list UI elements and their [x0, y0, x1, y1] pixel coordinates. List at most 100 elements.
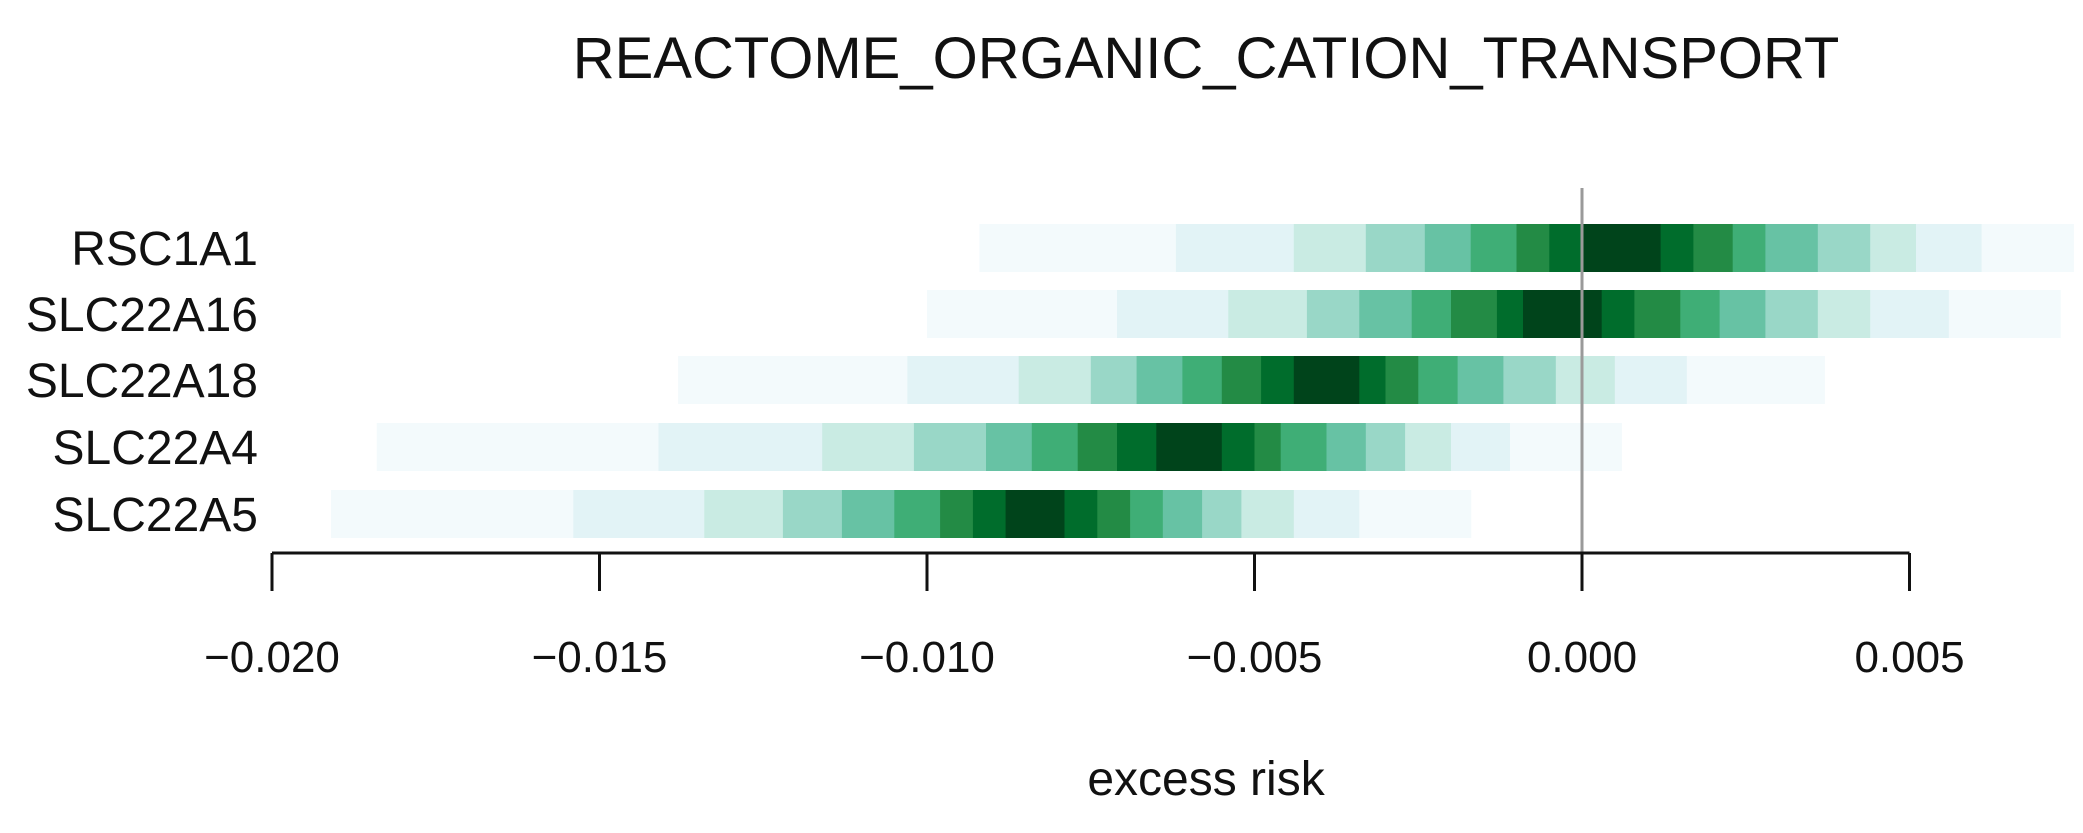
density-band — [1817, 224, 1871, 272]
density-band — [1614, 356, 1688, 404]
density-band — [1686, 356, 1825, 404]
density-band — [907, 356, 1020, 404]
x-axis-title: excess risk — [1087, 753, 1325, 806]
density-band — [1077, 423, 1118, 471]
density-band — [1293, 224, 1367, 272]
x-tick-label: 0.005 — [1854, 633, 1964, 682]
density-band — [1254, 423, 1282, 471]
density-band — [1130, 490, 1164, 538]
density-band — [1510, 423, 1622, 471]
density-band — [1411, 290, 1452, 338]
density-band — [1549, 224, 1583, 272]
x-tick-label: −0.010 — [859, 633, 995, 682]
x-axis: −0.020 −0.015 −0.010 −0.005 0.000 0.005 — [204, 551, 1965, 682]
density-band — [822, 423, 915, 471]
density-band — [1424, 224, 1472, 272]
density-band — [1359, 290, 1413, 338]
density-band — [1359, 356, 1387, 404]
density-band — [573, 490, 705, 538]
strip-slc22a5 — [331, 490, 1472, 538]
density-band — [1064, 490, 1098, 538]
density-band — [1365, 224, 1426, 272]
density-band — [1306, 290, 1360, 338]
strip-slc22a4 — [376, 423, 1622, 471]
density-band — [1719, 290, 1766, 338]
density-strips — [331, 224, 2074, 538]
density-band — [1765, 224, 1819, 272]
density-band — [1365, 423, 1406, 471]
density-band — [376, 423, 660, 471]
density-band — [1451, 423, 1511, 471]
density-band — [986, 423, 1033, 471]
density-band — [1293, 356, 1360, 404]
density-band — [658, 423, 823, 471]
density-band — [1418, 356, 1459, 404]
density-band — [1457, 356, 1504, 404]
density-band — [678, 356, 908, 404]
density-band — [1732, 224, 1767, 272]
density-band — [1326, 423, 1367, 471]
density-band — [1241, 490, 1295, 538]
row-label: SLC22A4 — [53, 422, 258, 475]
density-band — [1765, 290, 1819, 338]
density-band — [1280, 423, 1328, 471]
row-labels: RSC1A1 SLC22A16 SLC22A18 SLC22A4 SLC22A5 — [26, 223, 258, 542]
density-band — [1817, 290, 1871, 338]
density-band — [894, 490, 941, 538]
density-band — [979, 224, 1177, 272]
row-label: SLC22A18 — [26, 355, 258, 408]
density-band — [1293, 490, 1360, 538]
density-band — [1405, 423, 1452, 471]
row-label: RSC1A1 — [71, 223, 258, 276]
density-band — [1117, 423, 1157, 471]
density-band — [1202, 490, 1242, 538]
density-band — [1031, 423, 1079, 471]
density-band — [1228, 290, 1308, 338]
density-band — [1660, 224, 1694, 272]
density-band — [1018, 356, 1092, 404]
density-band — [1090, 356, 1138, 404]
density-band — [1005, 490, 1066, 538]
x-tick-label: −0.020 — [204, 633, 340, 682]
density-band — [1582, 224, 1662, 272]
density-band — [1634, 290, 1681, 338]
density-band — [782, 490, 843, 538]
density-band — [1359, 490, 1472, 538]
density-band — [1870, 290, 1950, 338]
density-band — [1261, 356, 1295, 404]
density-band — [1516, 224, 1550, 272]
density-band — [1136, 356, 1183, 404]
density-band — [1523, 290, 1603, 338]
density-band — [1916, 224, 1983, 272]
x-tick-label: 0.000 — [1527, 633, 1637, 682]
x-tick-label: −0.005 — [1187, 633, 1323, 682]
density-band — [972, 490, 1007, 538]
density-band — [1870, 224, 1917, 272]
strip-slc22a16 — [927, 290, 2061, 338]
density-band — [1470, 224, 1518, 272]
density-band — [1451, 290, 1498, 338]
density-band — [1503, 356, 1557, 404]
density-band — [1182, 356, 1223, 404]
x-tick-label: −0.015 — [532, 633, 668, 682]
density-band — [1221, 423, 1256, 471]
density-band — [1496, 290, 1524, 338]
density-band — [1175, 224, 1295, 272]
strip-slc22a18 — [678, 356, 1825, 404]
density-band — [1162, 490, 1203, 538]
density-band — [1981, 224, 2074, 272]
density-band — [1693, 224, 1734, 272]
density-band — [913, 423, 987, 471]
density-band — [927, 290, 1118, 338]
density-band — [331, 490, 574, 538]
strip-rsc1a1 — [979, 224, 2074, 272]
density-band — [1156, 423, 1223, 471]
row-label: SLC22A5 — [53, 489, 258, 542]
density-band — [704, 490, 784, 538]
density-band — [841, 490, 895, 538]
density-band — [1117, 290, 1229, 338]
density-band — [1555, 356, 1616, 404]
density-band — [1680, 290, 1721, 338]
density-band — [1601, 290, 1635, 338]
